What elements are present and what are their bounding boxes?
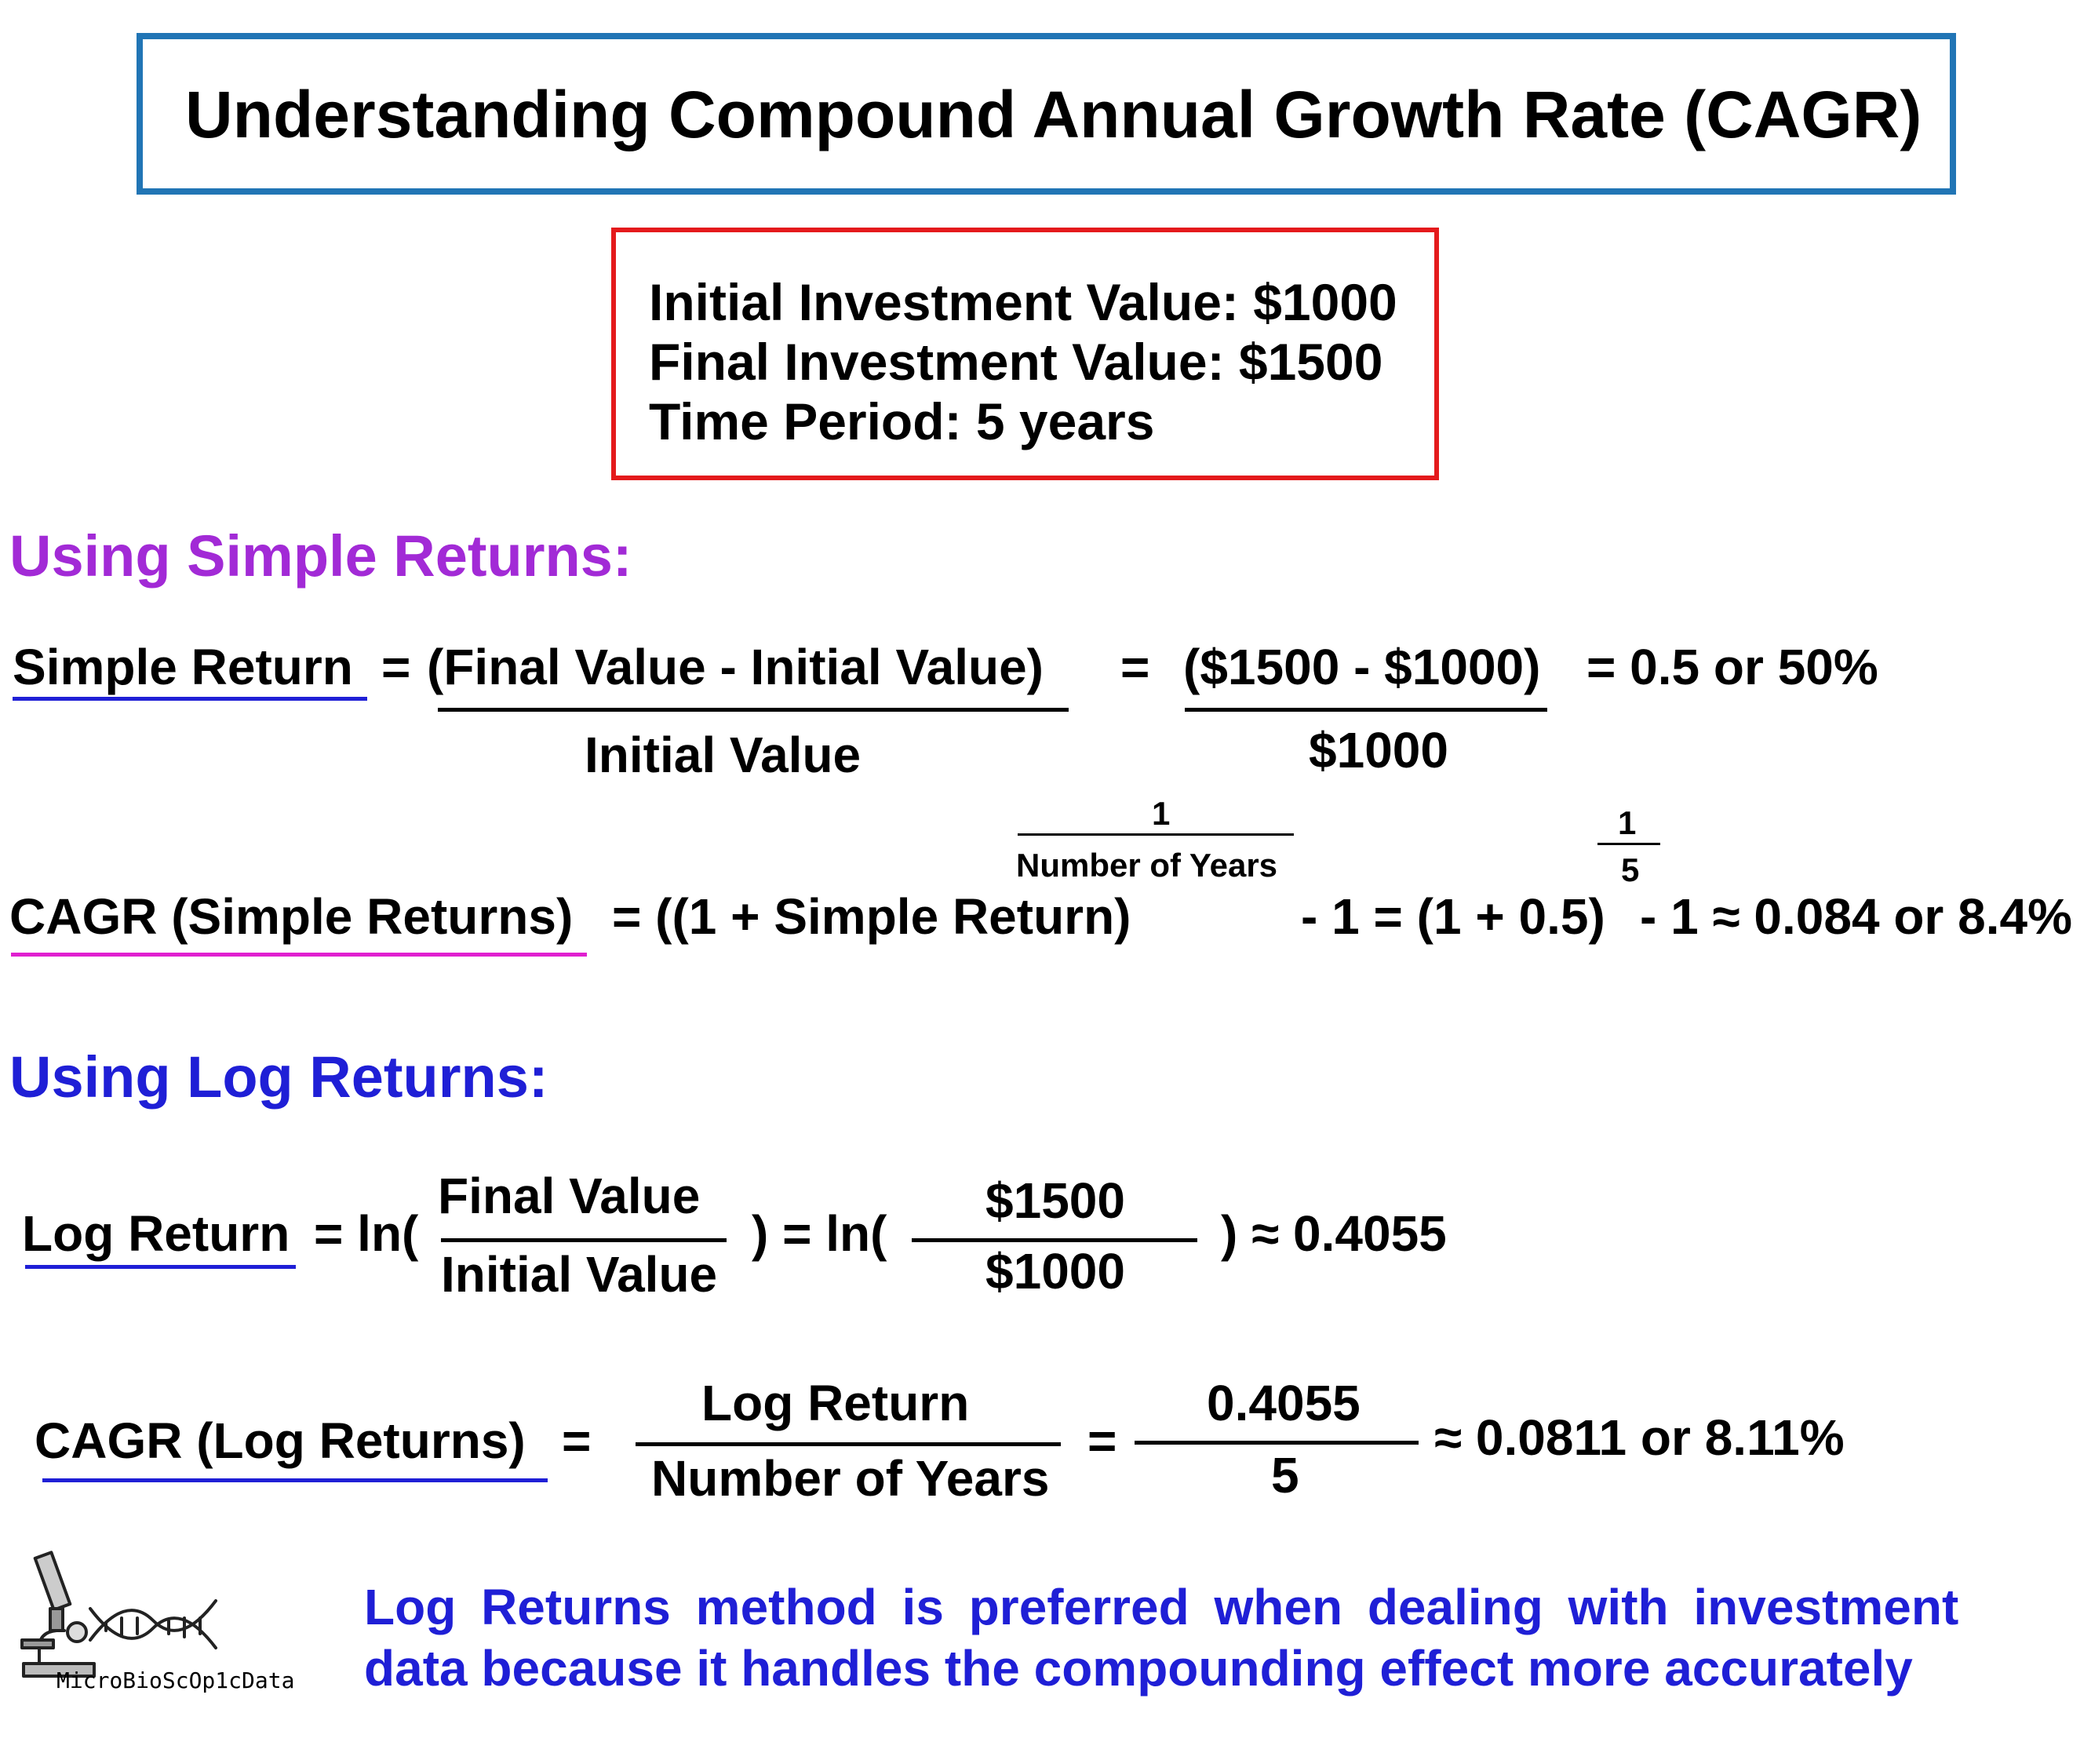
exponent-2-denominator: 5 xyxy=(1621,851,1640,888)
cagr-log-numerator-value: 0.4055 xyxy=(1207,1375,1361,1431)
conclusion-line-2: data because it handles the compounding … xyxy=(364,1640,1913,1697)
log-return-result: ) ≈ 0.4055 xyxy=(1221,1205,1447,1262)
log-return-underline xyxy=(25,1265,296,1269)
final-value-text: Final Investment Value: $1500 xyxy=(649,333,1383,391)
cagr-log-result: ≈ 0.0811 or 8.11% xyxy=(1434,1409,1845,1466)
log-return-value-fraction-bar xyxy=(912,1238,1197,1242)
conclusion-line-1: Log Returns method is preferred when dea… xyxy=(364,1579,1959,1635)
cagr-log-denominator: Number of Years xyxy=(651,1450,1050,1507)
log-returns-heading: Using Log Returns: xyxy=(9,1044,548,1110)
simple-return-denominator: Initial Value xyxy=(585,727,862,783)
cagr-log-value-fraction-bar xyxy=(1135,1441,1419,1445)
exponent-2-fraction-bar xyxy=(1597,843,1660,845)
log-return-label: Log Return xyxy=(22,1205,290,1262)
log-return-fraction-bar xyxy=(441,1238,727,1242)
title-frame xyxy=(137,33,1956,195)
initial-value-text: Initial Investment Value: $1000 xyxy=(649,273,1397,331)
exponent-numerator: 1 xyxy=(1152,795,1171,832)
simple-return-numerator: (Final Value - Initial Value) xyxy=(427,639,1044,695)
cagr-log-equals-2: = xyxy=(1087,1412,1117,1469)
simple-return-equals: = xyxy=(381,639,411,695)
cagr-log-fraction-bar xyxy=(636,1442,1061,1446)
exponent-fraction-bar xyxy=(1018,833,1294,836)
simple-returns-heading: Using Simple Returns: xyxy=(9,523,632,589)
cagr-simple-result: - 1 ≈ 0.084 or 8.4% xyxy=(1640,888,2072,945)
simple-return-value-fraction-bar xyxy=(1185,708,1547,712)
simple-return-equals-2: = xyxy=(1120,639,1150,695)
simple-return-denominator-value: $1000 xyxy=(1309,722,1448,778)
cagr-simple-substitution: - 1 = (1 + 0.5) xyxy=(1301,888,1605,945)
cagr-log-numerator: Log Return xyxy=(701,1375,970,1431)
log-return-denominator: Initial Value xyxy=(441,1246,718,1303)
log-return-denominator-value: $1000 xyxy=(985,1243,1125,1299)
page-title: Understanding Compound Annual Growth Rat… xyxy=(185,78,1922,151)
microscope-dna-icon xyxy=(20,1551,217,1678)
simple-return-underline xyxy=(13,697,367,701)
time-period-text: Time Period: 5 years xyxy=(649,392,1155,450)
simple-return-numerator-value: ($1500 - $1000) xyxy=(1183,639,1541,695)
log-return-numerator-value: $1500 xyxy=(985,1172,1125,1229)
cagr-simple-label: CAGR (Simple Returns) xyxy=(9,888,574,945)
exponent-2-numerator: 1 xyxy=(1618,804,1637,841)
cagr-log-equals: = xyxy=(562,1412,592,1469)
simple-return-label: Simple Return xyxy=(13,639,353,695)
cagr-simple-formula: = ((1 + Simple Return) xyxy=(612,888,1131,945)
cagr-log-denominator-value: 5 xyxy=(1271,1447,1299,1503)
simple-return-result: = 0.5 or 50% xyxy=(1586,639,1878,695)
log-return-ln-open: = ln( xyxy=(314,1205,419,1262)
simple-return-fraction-bar xyxy=(438,708,1069,712)
cagr-simple-underline xyxy=(11,953,587,957)
cagr-log-underline xyxy=(42,1478,548,1482)
exponent-denominator: Number of Years xyxy=(1016,847,1278,884)
log-return-numerator: Final Value xyxy=(438,1168,701,1224)
inputs-frame xyxy=(611,228,1439,480)
log-return-ln-mid: ) = ln( xyxy=(752,1205,887,1262)
cagr-log-label: CAGR (Log Returns) xyxy=(35,1412,526,1469)
logo-text: MicroBioScOp1cData xyxy=(56,1667,295,1693)
